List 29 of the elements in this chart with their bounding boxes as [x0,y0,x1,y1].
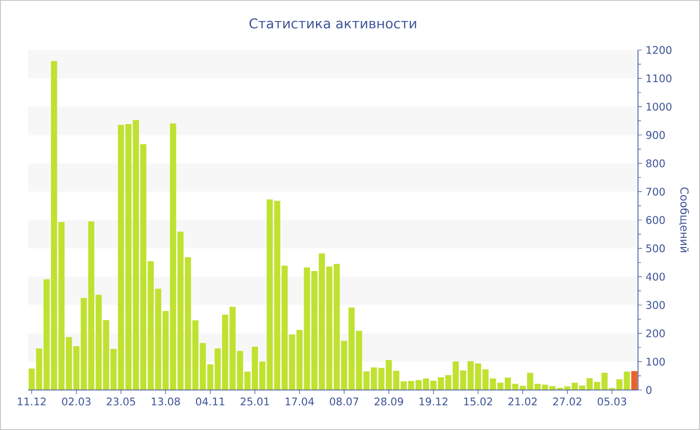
x-tick-label: 25.01 [240,398,269,406]
y-tick-label: 0 [646,386,652,394]
y-tick-label: 700 [646,188,665,196]
x-tick-label: 05.03 [598,398,626,406]
y-tick-label: 200 [646,329,665,338]
y-tick-label: 1000 [646,102,672,111]
y-tick-label: 600 [646,216,665,224]
y-tick-label: 400 [646,272,665,281]
x-tick-label: 04.11 [196,398,224,406]
chart-title: Статистика активности [250,18,416,28]
y-axis-title: Сообщений [678,187,690,252]
y-tick-label: 1100 [646,74,672,82]
x-tick-label: 21.02 [508,398,537,406]
x-tick-label: 19.12 [420,398,448,406]
x-tick-label: 28.09 [374,398,404,406]
x-tick-label: 27.02 [553,398,582,406]
y-tick-label: 300 [646,301,665,309]
x-tick-label: 15.02 [464,398,492,406]
x-tick-label: 02.03 [62,398,90,406]
y-tick-label: 1200 [646,46,672,54]
x-tick-label: 11.12 [18,398,46,406]
x-tick-label: 17.04 [286,398,314,406]
x-tick-label: 08.07 [330,398,358,406]
y-tick-label: 100 [646,358,665,366]
y-tick-label: 900 [646,131,665,139]
x-tick-label: 13.08 [152,398,180,406]
x-tick-label: 23.05 [106,398,136,406]
y-tick-label: 500 [646,244,665,252]
y-tick-label: 800 [646,159,665,168]
